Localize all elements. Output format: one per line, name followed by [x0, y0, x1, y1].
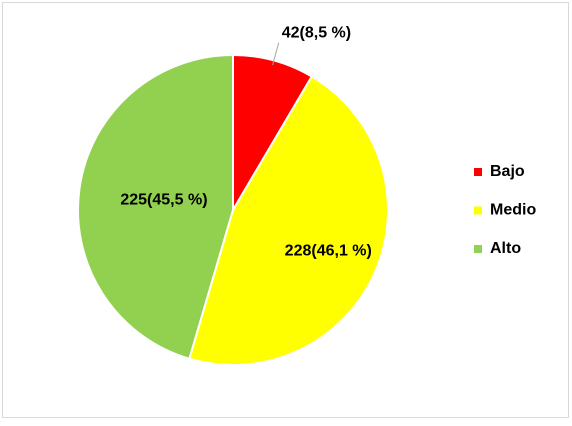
legend-label: Bajo	[490, 163, 525, 180]
data-label: 225(45,5 %)	[120, 191, 207, 208]
legend-swatch	[474, 245, 482, 253]
pie-slice	[77, 53, 234, 360]
legend-label: Alto	[490, 240, 521, 257]
pie-slice	[188, 75, 389, 366]
legend-swatch	[474, 206, 482, 215]
legend-swatch	[474, 168, 482, 176]
leader-line	[272, 42, 280, 66]
data-label: 42(8,5 %)	[282, 25, 351, 42]
data-label: 228(46,1 %)	[285, 243, 372, 260]
legend-label: Medio	[490, 202, 536, 219]
